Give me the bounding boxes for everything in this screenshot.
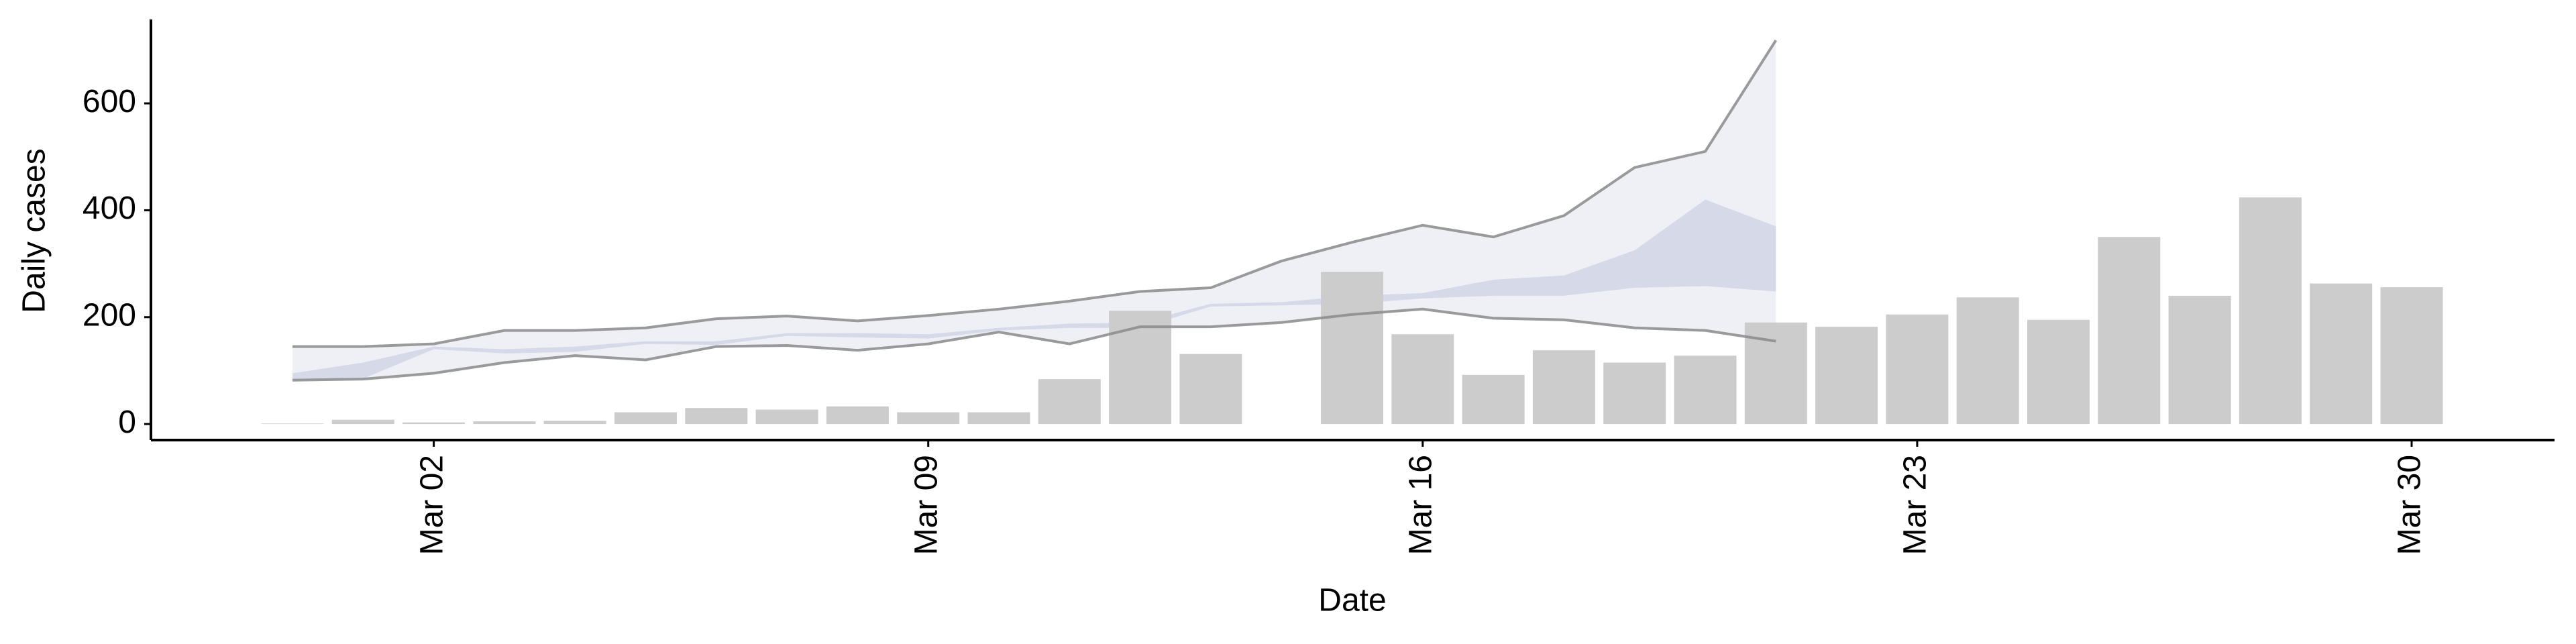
bar xyxy=(685,408,748,425)
bar xyxy=(1038,379,1101,425)
bar xyxy=(1462,374,1525,425)
bar xyxy=(2239,197,2302,425)
x-tick-label: Mar 30 xyxy=(2392,455,2428,555)
bar xyxy=(331,419,394,425)
y-tick-label: 200 xyxy=(83,297,136,333)
bar xyxy=(967,412,1030,425)
y-tick-label: 600 xyxy=(83,84,136,119)
bar xyxy=(1956,297,2019,425)
bar xyxy=(402,422,466,425)
interval-band xyxy=(292,199,1776,380)
bar xyxy=(2027,319,2090,425)
bar xyxy=(1109,311,1172,425)
bar xyxy=(1674,356,1737,425)
bar xyxy=(2098,237,2161,425)
bar xyxy=(1744,322,1807,425)
bar xyxy=(1603,362,1666,425)
bar xyxy=(2168,295,2231,425)
bar xyxy=(1321,272,1383,425)
x-tick-label: Mar 09 xyxy=(908,455,944,555)
bar xyxy=(261,423,324,425)
x-axis-label: Date xyxy=(1318,583,1386,619)
x-tick-label: Mar 23 xyxy=(1898,455,1933,555)
y-tick-label: 400 xyxy=(83,191,136,226)
bar xyxy=(1179,354,1242,425)
bar xyxy=(2380,287,2443,425)
x-tick-label: Mar 02 xyxy=(414,455,449,555)
bar xyxy=(1391,334,1454,425)
y-tick-label: 0 xyxy=(118,405,136,440)
bar xyxy=(473,421,536,425)
bar xyxy=(897,412,960,425)
bar xyxy=(614,412,677,425)
bar xyxy=(1532,350,1595,425)
interval-line xyxy=(292,307,1776,382)
x-tick-label: Mar 16 xyxy=(1403,455,1438,555)
bar xyxy=(826,406,889,425)
bar xyxy=(1815,327,1878,425)
bar xyxy=(543,421,606,425)
y-axis-label: Daily cases xyxy=(17,148,52,313)
bar xyxy=(755,409,818,425)
bar xyxy=(2310,283,2373,425)
bar xyxy=(1886,314,1949,425)
interval-line xyxy=(292,39,1777,348)
